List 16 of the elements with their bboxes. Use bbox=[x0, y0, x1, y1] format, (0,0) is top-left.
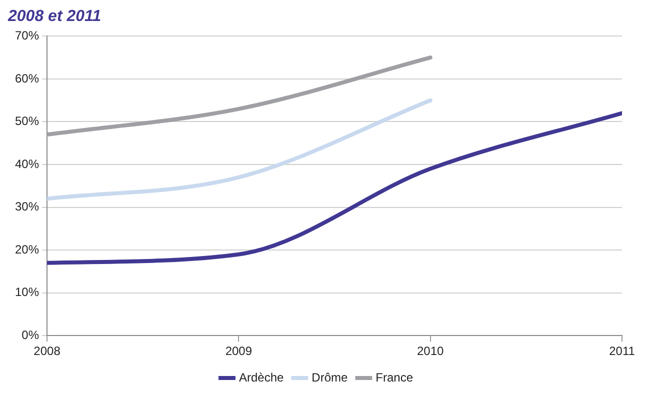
y-tick-label: 20% bbox=[14, 242, 40, 256]
y-tick-label: 70% bbox=[14, 28, 40, 43]
y-tick-label: 60% bbox=[14, 71, 40, 86]
x-tick-label: 2008 bbox=[34, 344, 61, 358]
y-tick-label: 30% bbox=[14, 200, 40, 214]
x-tick-label: 2009 bbox=[225, 344, 252, 358]
legend-label: Ardèche bbox=[238, 370, 284, 384]
y-tick-label: 10% bbox=[14, 285, 40, 300]
x-tick-label: 2011 bbox=[609, 344, 636, 358]
chart-title: 2008 et 2011 bbox=[8, 8, 102, 26]
x-tick-label: 2010 bbox=[416, 344, 444, 358]
y-tick-label: 0% bbox=[22, 328, 40, 342]
y-tick-label: 40% bbox=[14, 156, 40, 171]
legend-label: France bbox=[376, 370, 414, 384]
legend-label: Drôme bbox=[312, 370, 348, 384]
y-tick-label: 50% bbox=[14, 114, 40, 128]
